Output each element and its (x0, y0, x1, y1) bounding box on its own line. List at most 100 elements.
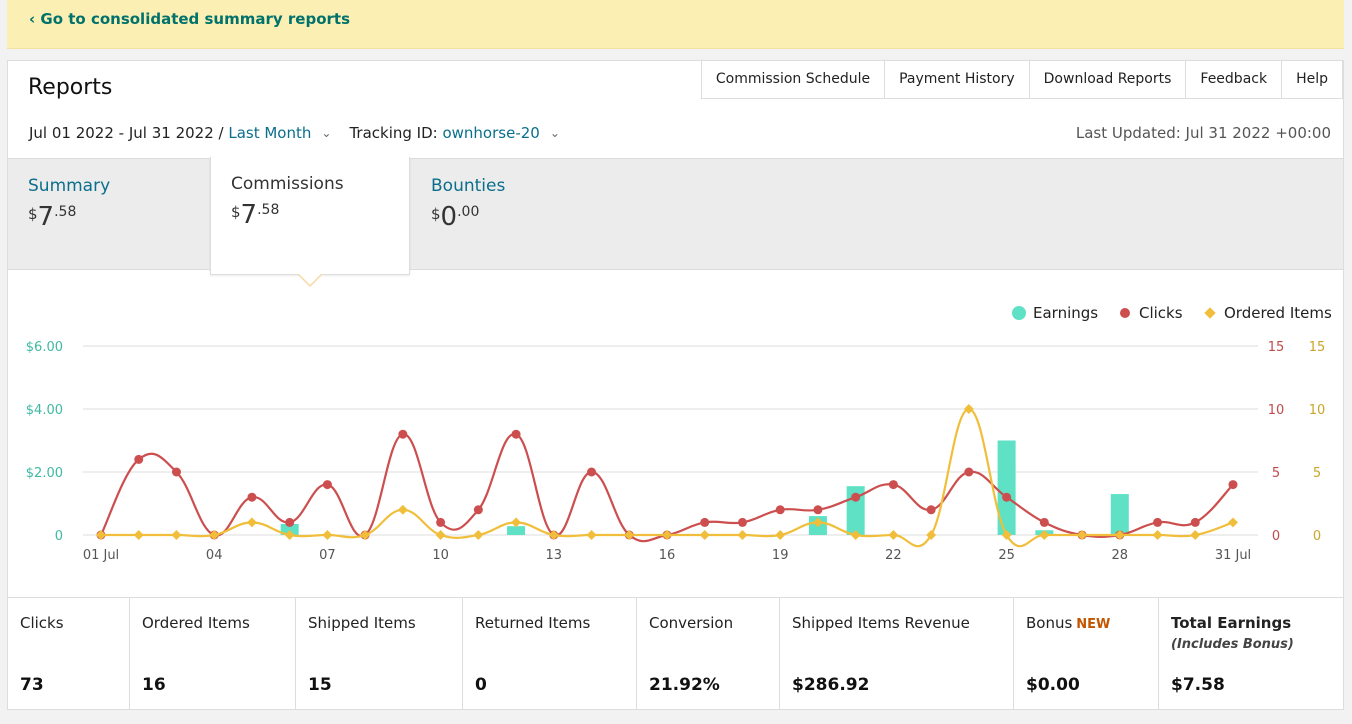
x-tick-label: 31 Jul (1215, 548, 1251, 563)
amount-cents: .58 (257, 202, 280, 218)
clicks-point (1002, 492, 1012, 502)
x-tick-label: 25 (998, 548, 1015, 563)
clicks-point (511, 429, 521, 439)
ordered-items-line (101, 407, 1234, 548)
clicks-point (1153, 517, 1163, 527)
ordered-items-point (1152, 530, 1163, 540)
clicks-point (171, 467, 181, 477)
earnings-bar (997, 440, 1016, 535)
amount-whole: 0 (440, 202, 458, 232)
commission-schedule-link[interactable]: Commission Schedule (700, 60, 885, 99)
clicks-point (247, 492, 257, 502)
y-right-clicks-tick-label: 15 (1268, 340, 1285, 355)
ordered-items-point (586, 530, 597, 540)
help-link[interactable]: Help (1281, 60, 1343, 99)
legend-label: Clicks (1139, 304, 1183, 322)
stat-shipped-revenue: Shipped Items Revenue $286.92 (780, 598, 1014, 710)
tab-summary-label: Summary (28, 176, 111, 196)
new-badge: NEW (1076, 617, 1111, 632)
tab-summary[interactable]: Summary $7.58 (8, 159, 208, 271)
x-tick-label: 07 (319, 548, 336, 563)
ordered-items-point (209, 530, 220, 540)
stat-value: 15 (308, 675, 332, 695)
stat-ordered-items: Ordered Items 16 (130, 598, 296, 710)
legend-clicks-swatch (1120, 308, 1130, 318)
ordered-items-point (284, 530, 295, 540)
stat-value: 0 (475, 675, 487, 695)
y-right-ordered-tick-label: 0 (1313, 529, 1321, 544)
x-tick-label: 28 (1112, 548, 1129, 563)
stat-label: Clicks (20, 614, 64, 632)
clicks-point (134, 454, 144, 464)
clicks-point (1039, 517, 1049, 527)
ordered-items-point (360, 530, 371, 540)
ordered-items-point (322, 530, 333, 540)
stat-shipped-items: Shipped Items 15 (296, 598, 463, 710)
clicks-point (587, 467, 597, 477)
clicks-point (398, 429, 408, 439)
ordered-items-point (1077, 530, 1088, 540)
amount-whole: 7 (240, 200, 258, 230)
currency-symbol: $ (28, 205, 38, 223)
x-tick-label: 13 (546, 548, 563, 563)
stat-label: Conversion (649, 614, 734, 632)
chevron-down-icon[interactable]: ⌄ (321, 126, 332, 140)
earnings-bar (507, 526, 526, 535)
tab-commissions-amount: $7.58 (231, 200, 409, 230)
x-tick-label: 16 (659, 548, 676, 563)
ordered-items-point (926, 530, 937, 540)
y-right-clicks-tick-label: 0 (1272, 529, 1280, 544)
x-tick-label: 19 (772, 548, 789, 563)
legend-earnings-swatch (1012, 306, 1026, 320)
ordered-items-point (888, 530, 899, 540)
clicks-line (100, 433, 1234, 543)
ordered-items-point (737, 530, 748, 540)
earnings-bar (280, 523, 299, 535)
clicks-point (775, 505, 785, 515)
y-left-tick-label: $2.00 (26, 466, 63, 481)
tab-bounties[interactable]: Bounties $0.00 (411, 159, 611, 271)
ordered-items-point (1001, 530, 1012, 540)
ordered-items-point (246, 517, 257, 528)
tab-commissions[interactable]: Commissions $7.58 (210, 157, 410, 275)
stat-conversion: Conversion 21.92% (637, 598, 780, 710)
currency-symbol: $ (431, 205, 441, 223)
amount-cents: .00 (457, 204, 480, 220)
x-tick-label: 22 (885, 548, 902, 563)
stat-value: $7.58 (1171, 675, 1225, 695)
stat-clicks: Clicks 73 (8, 598, 130, 710)
ordered-items-point (624, 530, 635, 540)
earnings-chart: $6.00 $4.00 $2.00 0 15 15 10 10 5 5 0 0 01 Jul 04 07 10… (8, 283, 1343, 597)
ordered-items-point (1190, 530, 1201, 540)
stat-value: $0.00 (1026, 675, 1080, 695)
download-reports-link[interactable]: Download Reports (1028, 60, 1186, 99)
chevron-down-icon[interactable]: ⌄ (549, 126, 560, 140)
filters-bar: Jul 01 2022 - Jul 31 2022 / Last Month ⌄… (29, 124, 578, 142)
clicks-point (322, 480, 332, 490)
ordered-items-point (171, 530, 182, 540)
reports-panel: Reports Commission Schedule Payment Hist… (7, 60, 1344, 710)
report-tabs: Summary $7.58 Commissions $7.58 Bounties… (8, 157, 1343, 275)
consolidated-banner: ‹ Go to consolidated summary reports (7, 0, 1344, 49)
chart-svg: $6.00 $4.00 $2.00 0 15 15 10 10 5 5 0 0 01 Jul 04 07 10… (26, 304, 1332, 563)
consolidated-reports-link[interactable]: ‹ Go to consolidated summary reports (29, 10, 350, 28)
clicks-point (851, 492, 861, 502)
ordered-items-point (397, 504, 408, 515)
tracking-label: Tracking ID: (349, 124, 438, 142)
feedback-link[interactable]: Feedback (1185, 60, 1282, 99)
payment-history-link[interactable]: Payment History (884, 60, 1029, 99)
amount-whole: 7 (37, 202, 55, 232)
date-range-text: Jul 01 2022 - Jul 31 2022 / (29, 124, 224, 142)
ordered-items-point (812, 517, 823, 528)
ordered-items-point (473, 530, 484, 540)
page-title: Reports (28, 75, 113, 100)
y-right-clicks-tick-label: 5 (1272, 466, 1280, 481)
legend-label: Earnings (1033, 304, 1098, 322)
tab-bounties-label: Bounties (431, 176, 506, 196)
date-preset-dropdown[interactable]: Last Month (228, 124, 312, 142)
clicks-point (700, 517, 710, 527)
x-tick-label: 04 (206, 548, 223, 563)
tracking-id-dropdown[interactable]: ownhorse-20 (442, 124, 540, 142)
stat-bonus: Bonus NEW $0.00 (1014, 598, 1159, 710)
clicks-point (1228, 480, 1238, 490)
